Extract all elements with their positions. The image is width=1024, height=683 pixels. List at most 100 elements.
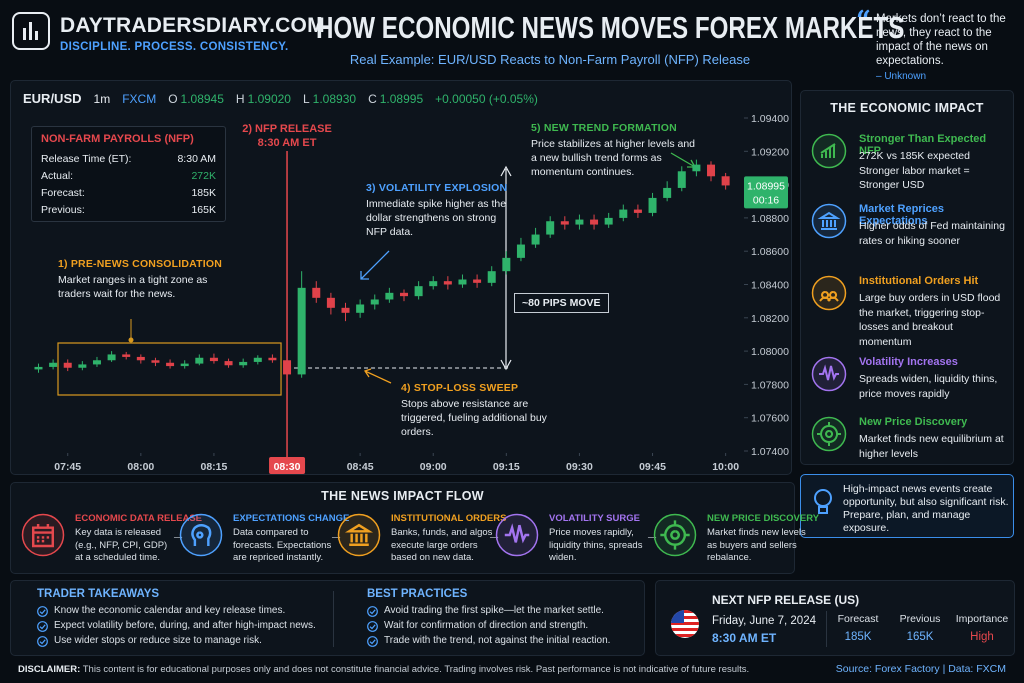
x-tick-label: 08:00 bbox=[127, 461, 154, 473]
icon-glyph bbox=[344, 523, 374, 546]
candle bbox=[473, 274, 482, 288]
flow-panel: THE NEWS IMPACT FLOW ECONOMIC DATA RELEA… bbox=[10, 482, 819, 574]
annotation-text: Price stabilizes at higher levels and a … bbox=[531, 138, 696, 178]
candle bbox=[78, 361, 87, 371]
candle bbox=[239, 358, 248, 368]
arrow-head bbox=[500, 165, 512, 371]
quote-item: C 1.08995 bbox=[368, 92, 423, 106]
candle-body bbox=[604, 217, 613, 225]
candle-body bbox=[370, 299, 379, 305]
takeaways-panel: TRADER TAKEAWAYS Know the economic calend… bbox=[10, 580, 645, 656]
candle-body bbox=[429, 281, 438, 287]
impact-item-text: Higher odds of Fed maintaining rates or … bbox=[859, 220, 1005, 247]
annotation-text: Immediate spike higher as the dollar str… bbox=[366, 198, 507, 238]
candle-body bbox=[78, 364, 87, 368]
quote-label: L bbox=[302, 92, 310, 106]
candle-body bbox=[619, 209, 628, 218]
quote-change: +0.00050 (+0.05%) bbox=[435, 92, 538, 106]
check-mark bbox=[39, 639, 46, 645]
candle-body bbox=[502, 257, 511, 272]
nfp-title: NON-FARM PAYROLLS (NFP) bbox=[41, 133, 194, 145]
divider bbox=[333, 591, 334, 647]
chart: 1.094001.092001.090001.088001.086001.084… bbox=[34, 113, 789, 474]
candle-body bbox=[209, 357, 218, 362]
candle bbox=[443, 276, 452, 290]
quote-value: 1.08945 bbox=[180, 92, 224, 106]
candle bbox=[326, 292, 335, 315]
icon-glyph bbox=[819, 291, 839, 302]
nfp-value: 185K bbox=[191, 187, 216, 199]
check-icon bbox=[367, 636, 378, 647]
icon bbox=[811, 133, 847, 169]
check-ring bbox=[37, 621, 48, 632]
icon-path bbox=[504, 523, 530, 544]
candle-body bbox=[399, 292, 408, 297]
x-tick-label: 10:00 bbox=[712, 461, 739, 473]
column-label: Previous bbox=[899, 613, 941, 625]
candle bbox=[283, 357, 292, 388]
next-time: 8:30 AM ET bbox=[712, 631, 777, 645]
candle-body bbox=[166, 362, 175, 367]
candle-body bbox=[473, 279, 482, 283]
candle bbox=[399, 289, 408, 302]
check-ring bbox=[37, 636, 48, 647]
impact-item-text: Large buy orders in USD flood the market… bbox=[859, 292, 1001, 348]
candle bbox=[663, 181, 672, 202]
candle-body bbox=[590, 219, 599, 225]
icon-path bbox=[819, 364, 839, 381]
flow-step-title: EXPECTATIONS CHANGE bbox=[233, 513, 350, 524]
x-tick-label: 09:15 bbox=[493, 461, 520, 473]
nfp-label: Release Time (ET): bbox=[41, 153, 132, 165]
disclaimer-label: DISCLAIMER: bbox=[18, 664, 81, 675]
candle bbox=[209, 353, 218, 364]
candle bbox=[195, 354, 204, 366]
list-title: TRADER TAKEAWAYS bbox=[37, 588, 160, 600]
candle-body bbox=[195, 357, 204, 364]
quote-mark: “ bbox=[856, 6, 871, 36]
candle-body bbox=[49, 362, 58, 367]
icon-glyph bbox=[31, 523, 54, 548]
candle-body bbox=[648, 197, 657, 213]
candle-body bbox=[707, 164, 716, 177]
candle bbox=[414, 281, 423, 300]
candle bbox=[224, 358, 233, 368]
consolidation-box bbox=[57, 342, 282, 396]
candle bbox=[312, 281, 321, 303]
check-icon bbox=[37, 606, 48, 617]
icon bbox=[811, 275, 847, 311]
quote-value: 1.08930 bbox=[312, 92, 357, 106]
logo bbox=[12, 12, 50, 50]
subtitle: Real Example: EUR/USD Reacts to Non-Farm… bbox=[349, 52, 751, 67]
list-item: Expect volatility before, during, and af… bbox=[54, 620, 316, 631]
y-tick-label: 1.08200 bbox=[751, 313, 789, 325]
check-mark bbox=[369, 624, 376, 630]
quote-item: O 1.08945 bbox=[168, 92, 224, 106]
impact-title: THE ECONOMIC IMPACT bbox=[830, 101, 984, 115]
flow-step-title: ECONOMIC DATA RELEASE bbox=[75, 513, 203, 524]
check-mark bbox=[39, 624, 46, 630]
impact-item-text: 272K vs 185K expected Stronger labor mar… bbox=[859, 150, 970, 191]
quote-value: 1.08995 bbox=[379, 92, 424, 106]
icon-path bbox=[817, 422, 841, 446]
interval: 1m bbox=[93, 92, 111, 106]
candle bbox=[575, 214, 584, 230]
candle bbox=[34, 363, 43, 373]
tagline: DISCIPLINE. PROCESS. CONSISTENCY. bbox=[60, 41, 289, 53]
flow-step-title: VOLATILITY SURGE bbox=[549, 513, 640, 524]
list-item: Know the economic calendar and key relea… bbox=[54, 605, 286, 616]
y-tick-label: 1.09200 bbox=[751, 146, 789, 158]
nfp-value: 165K bbox=[191, 204, 216, 216]
icon-path bbox=[660, 520, 690, 550]
data-source: FXCM bbox=[122, 92, 157, 106]
candle-body bbox=[297, 287, 306, 375]
list-item: Wait for confirmation of direction and s… bbox=[384, 620, 589, 631]
icon-path bbox=[817, 211, 841, 230]
candle bbox=[487, 266, 496, 287]
candle-body bbox=[692, 164, 701, 172]
icon-path bbox=[31, 523, 54, 548]
nfp-row: Forecast: 185K bbox=[41, 185, 216, 202]
icon bbox=[495, 513, 539, 557]
list-title: BEST PRACTICES bbox=[367, 588, 468, 600]
pointer bbox=[360, 250, 390, 280]
